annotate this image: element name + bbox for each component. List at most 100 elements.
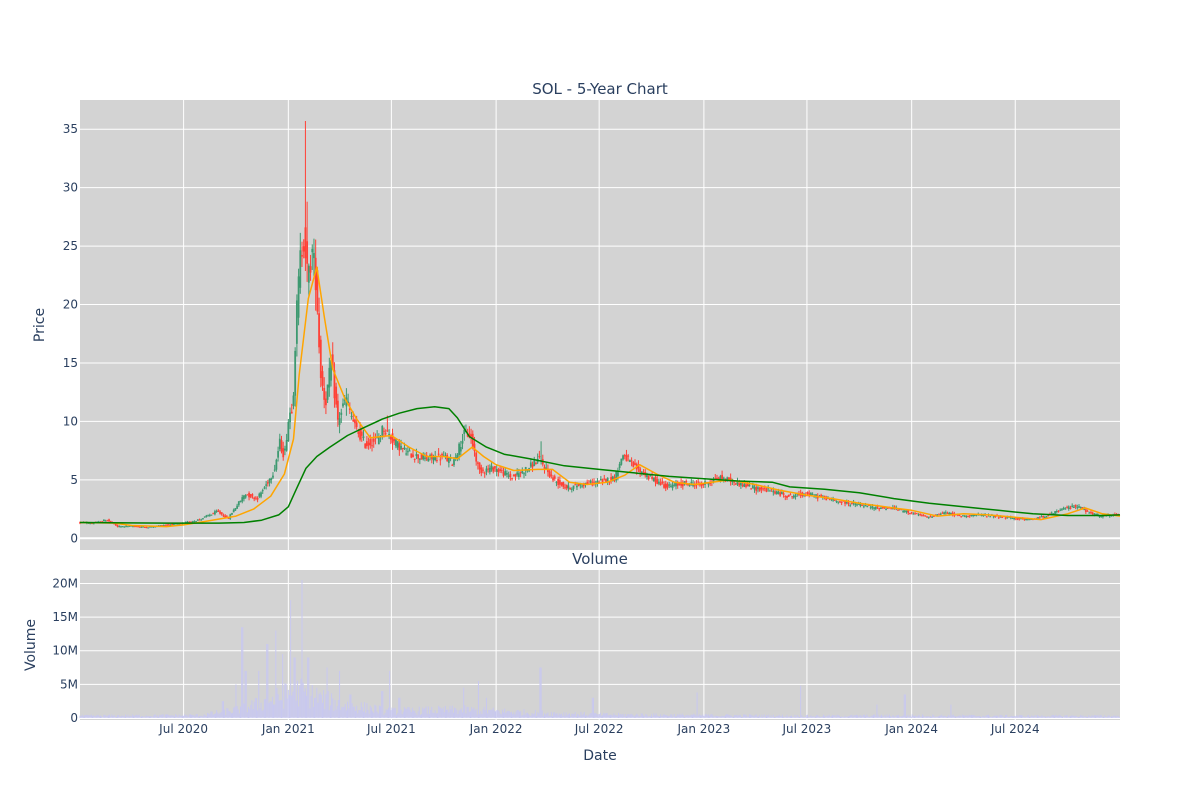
volume-bar xyxy=(448,712,450,718)
volume-bar xyxy=(1043,716,1045,718)
price-candle-body xyxy=(348,408,351,410)
volume-bar xyxy=(1064,715,1066,718)
volume-bar xyxy=(710,714,712,718)
volume-bar xyxy=(79,715,81,718)
volume-bar xyxy=(183,715,185,718)
volume-bar xyxy=(539,667,541,718)
volume-bar xyxy=(372,711,374,718)
price-candle-body xyxy=(1076,507,1079,509)
volume-bar xyxy=(866,714,868,718)
volume-bar xyxy=(301,580,303,718)
volume-bar xyxy=(967,716,969,718)
volume-bar xyxy=(300,678,302,718)
volume-bar xyxy=(434,710,436,718)
volume-bar xyxy=(604,713,606,718)
price-candle-body xyxy=(1061,508,1063,510)
volume-bar xyxy=(784,716,786,718)
volume-bar xyxy=(291,695,293,718)
price-candle-body xyxy=(921,515,923,517)
volume-bar xyxy=(235,684,237,718)
volume-bar xyxy=(491,709,493,718)
volume-bar xyxy=(695,715,697,718)
volume-bar xyxy=(932,714,934,718)
volume-bar xyxy=(772,714,774,718)
price-candle-body xyxy=(1006,516,1009,519)
volume-bar xyxy=(887,716,889,718)
volume-bar xyxy=(646,714,648,718)
price-candle-body xyxy=(859,504,862,506)
price-candle-body xyxy=(202,518,204,520)
price-candle-body xyxy=(972,515,975,517)
volume-bar xyxy=(994,715,996,718)
volume-bar xyxy=(143,716,145,718)
volume-bar xyxy=(548,715,550,718)
price-candle-body xyxy=(116,525,119,527)
volume-bar xyxy=(111,714,113,718)
volume-bar xyxy=(155,716,157,718)
volume-bar xyxy=(185,715,187,718)
price-candle-body xyxy=(516,472,519,475)
price-candle-body xyxy=(565,484,568,489)
volume-bar xyxy=(960,716,962,718)
volume-bar xyxy=(298,706,300,718)
volume-bar xyxy=(588,714,590,718)
price-candle-body xyxy=(166,524,168,526)
volume-bar xyxy=(935,716,937,718)
volume-bar xyxy=(693,713,695,718)
price-candle-body xyxy=(1025,518,1027,520)
volume-bar xyxy=(430,710,432,718)
price-candle-body xyxy=(999,516,1002,518)
volume-bar xyxy=(204,715,206,718)
volume-bar xyxy=(686,715,688,718)
price-candle-body xyxy=(405,453,408,455)
price-candle-body xyxy=(611,476,614,482)
price-candle-body xyxy=(347,401,350,404)
volume-bar xyxy=(792,716,794,718)
volume-bar xyxy=(656,715,658,718)
volume-bar xyxy=(148,716,150,718)
price-candle-body xyxy=(89,523,92,525)
volume-bar xyxy=(714,715,716,718)
volume-bar xyxy=(709,715,711,718)
volume-bar xyxy=(456,709,458,718)
volume-bar xyxy=(968,714,970,718)
volume-bar xyxy=(1066,715,1068,718)
price-candle-body xyxy=(191,521,194,523)
volume-bar xyxy=(632,715,634,718)
volume-bar xyxy=(274,704,276,718)
price-candle-body xyxy=(676,483,679,486)
volume-bar xyxy=(283,708,285,718)
volume-bar xyxy=(1083,716,1085,718)
price-candle-body xyxy=(579,484,582,486)
volume-bar xyxy=(620,714,622,718)
volume-bar xyxy=(86,714,88,718)
volume-bar xyxy=(890,716,892,718)
volume-bar xyxy=(956,716,958,718)
volume-bar xyxy=(694,714,696,718)
volume-bar xyxy=(1063,717,1065,718)
price-candle-body xyxy=(285,440,288,451)
volume-bar xyxy=(910,716,912,718)
volume-bar xyxy=(563,712,565,718)
volume-bar xyxy=(384,712,386,718)
price-candle-body xyxy=(743,483,746,487)
volume-bar xyxy=(854,715,856,718)
volume-bar xyxy=(230,713,232,718)
volume-bar xyxy=(450,709,452,718)
price-candle-body xyxy=(371,445,373,447)
price-candle-body xyxy=(109,520,112,522)
price-candle-body xyxy=(231,513,233,515)
volume-bar xyxy=(920,716,922,718)
price-candle-body xyxy=(357,431,360,435)
volume-bar xyxy=(800,685,802,718)
price-candle-body xyxy=(664,483,667,489)
volume-bar xyxy=(360,702,362,718)
volume-bar xyxy=(1072,715,1074,718)
volume-bar xyxy=(130,716,132,718)
price-candle-body xyxy=(306,241,309,264)
volume-bar xyxy=(506,711,508,718)
volume-bar xyxy=(834,715,836,718)
price-candle-body xyxy=(422,455,425,460)
volume-bar xyxy=(509,712,511,718)
volume-bar xyxy=(734,714,736,718)
